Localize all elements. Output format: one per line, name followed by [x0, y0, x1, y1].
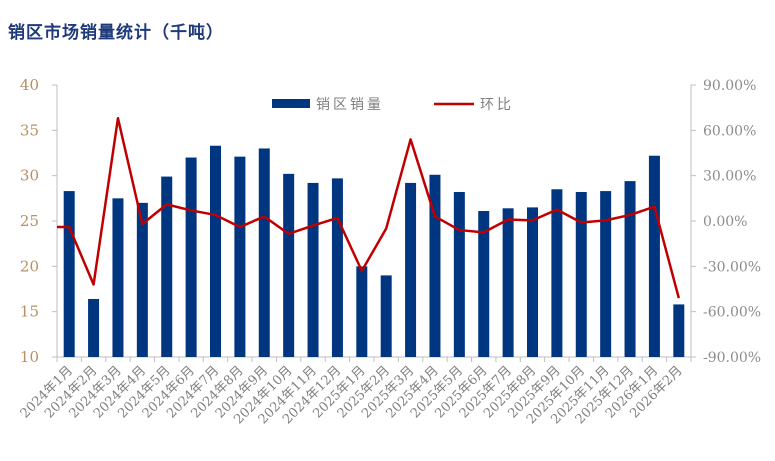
bar-2025年12月 [624, 181, 636, 357]
bar-2025年4月 [429, 174, 441, 357]
bar-2026年2月 [673, 304, 685, 357]
bar-2024年4月 [136, 202, 148, 357]
right-tick-label: -60.00% [703, 305, 761, 321]
bar-2024年11月 [307, 182, 319, 357]
left-tick-label: 35 [20, 121, 39, 139]
left-tick-label: 15 [20, 303, 39, 321]
right-tick-label: 90.00% [703, 78, 756, 94]
bar-2025年2月 [380, 275, 392, 357]
bar-2024年7月 [210, 145, 221, 357]
bar-2024年9月 [258, 148, 270, 357]
bar-2024年5月 [161, 176, 173, 357]
right-tick-label: -30.00% [703, 259, 761, 275]
legend-label-bar: 销区销量 [316, 97, 384, 113]
left-tick-label: 10 [20, 348, 39, 366]
bar-2024年3月 [112, 198, 124, 357]
bar-2025年8月 [527, 207, 538, 357]
bar-2025年10月 [575, 191, 587, 357]
bar-2025年3月 [405, 182, 417, 357]
chart-title: 销区市场销量统计（千吨） [8, 23, 224, 43]
left-tick-label: 25 [20, 212, 39, 230]
right-tick-label: 0.00% [703, 214, 747, 230]
bar-2026年1月 [648, 155, 660, 357]
legend-swatch-bar [272, 99, 310, 108]
bar-2025年11月 [600, 191, 612, 357]
legend-label-line: 环比 [480, 97, 514, 113]
bar-2024年8月 [234, 156, 246, 357]
left-tick-label: 20 [20, 257, 39, 275]
right-tick-label: -90.00% [703, 350, 761, 366]
bar-2024年6月 [185, 157, 197, 357]
bar-2024年1月 [63, 191, 75, 357]
bar-2025年1月 [356, 266, 368, 357]
right-tick-label: 60.00% [703, 123, 756, 139]
right-tick-label: 30.00% [703, 169, 756, 185]
bar-2025年5月 [453, 191, 465, 357]
left-tick-label: 30 [20, 167, 39, 185]
bar-2025年7月 [502, 208, 514, 357]
bar-2024年10月 [283, 173, 295, 357]
bar-2025年6月 [478, 211, 490, 357]
left-tick-label: 40 [20, 76, 39, 94]
bar-2024年2月 [88, 298, 100, 357]
bar-2024年12月 [331, 178, 343, 357]
bar-2025年9月 [551, 189, 563, 357]
